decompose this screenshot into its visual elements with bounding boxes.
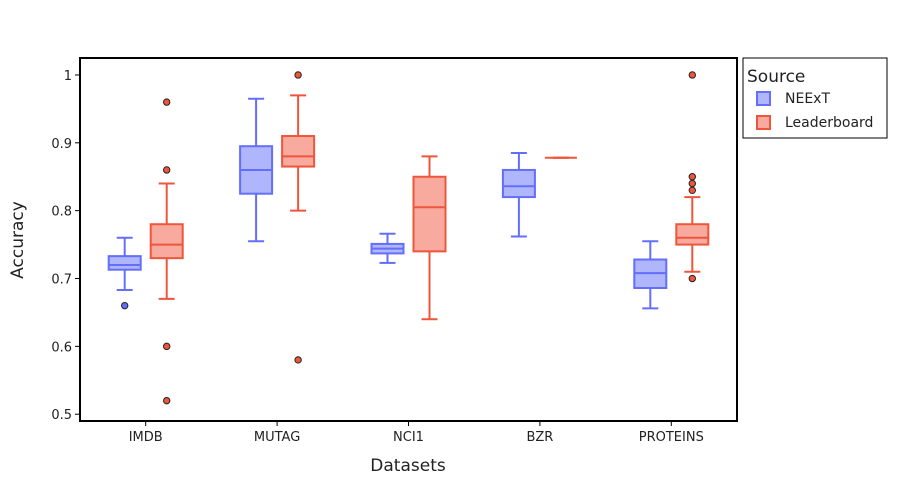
outlier-point <box>688 179 696 188</box>
y-tick-label: 1 <box>64 69 72 84</box>
outlier-point <box>163 342 171 351</box>
box-iqr <box>149 223 184 260</box>
x-tick-label: BZR <box>526 430 553 445</box>
outlier-point <box>688 173 696 181</box>
y-axis: 0.5 0.6 0.7 0.8 0.9 1 <box>51 69 80 423</box>
legend-title: Source <box>747 67 805 87</box>
outlier-point <box>688 186 696 195</box>
outlier-point <box>163 396 171 405</box>
x-tick-label: MUTAG <box>254 430 300 445</box>
outlier-point <box>688 71 696 79</box>
box-iqr <box>501 168 536 199</box>
y-tick-label: 0.9 <box>51 137 72 152</box>
box-neext-bzr <box>501 151 536 238</box>
box-leaderboard-nci1 <box>412 155 447 321</box>
box-leaderboard-imdb <box>149 98 184 405</box>
box-leaderboard-proteins <box>675 71 710 283</box>
legend-label-leaderboard: Leaderboard <box>785 115 873 131</box>
x-axis-title: Datasets <box>370 456 446 476</box>
y-axis-title: Accuracy <box>8 201 28 279</box>
legend: Source NEExT Leaderboard <box>742 57 888 139</box>
y-tick-label: 0.5 <box>51 408 72 423</box>
y-tick-label: 0.6 <box>51 340 72 355</box>
box-iqr <box>281 135 316 168</box>
box-neext-nci1 <box>370 232 405 264</box>
legend-swatch-leaderboard <box>756 115 771 130</box>
outlier-point <box>163 166 171 174</box>
x-axis: IMDB MUTAG NCI1 BZR PROTEINS <box>129 421 704 445</box>
x-tick-label: PROTEINS <box>639 430 704 445</box>
legend-swatch-neext <box>756 91 771 106</box>
box-neext-imdb <box>107 236 142 310</box>
box-iqr <box>412 175 447 253</box>
outlier-point <box>688 274 696 283</box>
box-iqr <box>107 255 142 271</box>
outlier-point <box>163 98 171 106</box>
box-iqr <box>675 223 710 246</box>
y-tick-label: 0.7 <box>51 273 72 288</box>
plot-area <box>79 57 738 422</box>
x-tick-label: IMDB <box>129 430 163 445</box>
box-neext-mutag <box>239 97 274 243</box>
box-series <box>107 71 710 405</box>
legend-label-neext: NEExT <box>785 91 830 107</box>
y-tick-label: 0.8 <box>51 205 72 220</box>
outlier-point <box>294 71 302 79</box>
x-tick-label: NCI1 <box>393 430 424 445</box>
outlier-point <box>121 301 129 310</box>
outlier-point <box>294 356 302 364</box>
box-neext-proteins <box>633 240 668 310</box>
box-leaderboard-mutag <box>281 71 316 364</box>
